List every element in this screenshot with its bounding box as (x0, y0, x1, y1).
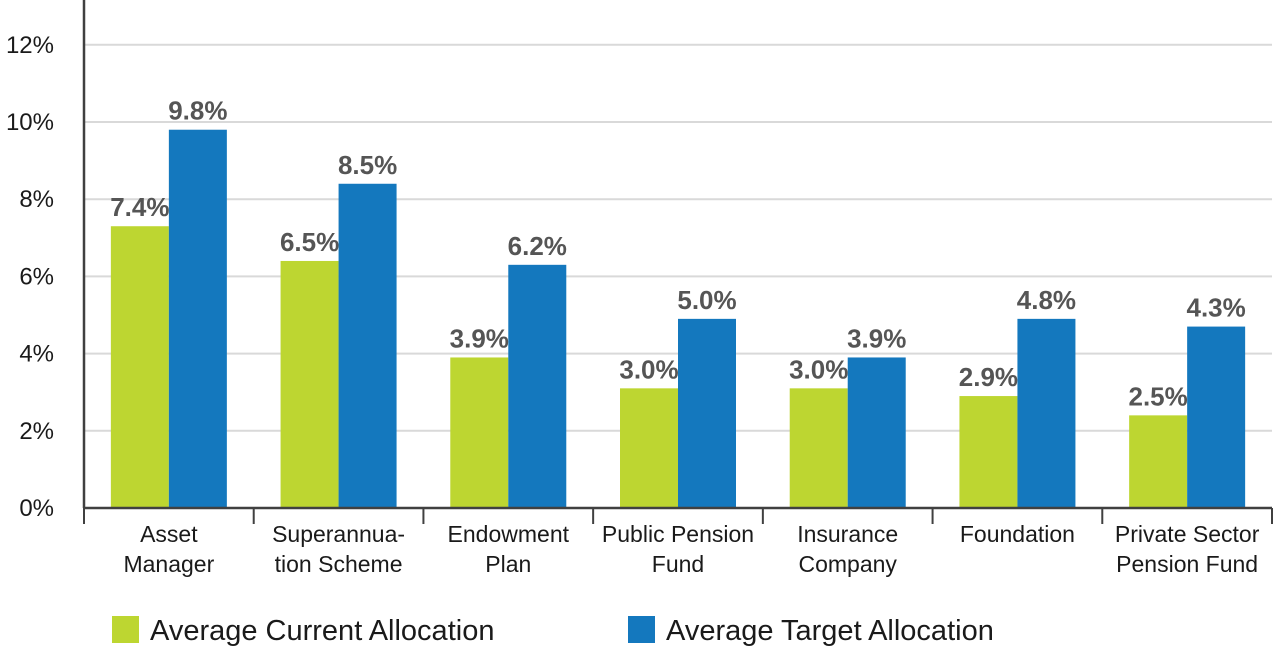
data-label: 3.0% (789, 354, 848, 384)
y-tick-label: 0% (19, 495, 54, 522)
data-label: 3.9% (847, 323, 906, 353)
x-category-label: Asset (140, 521, 198, 547)
x-category-label: Superannua- (272, 521, 405, 547)
y-tick-label: 6% (19, 263, 54, 290)
data-label: 2.5% (1129, 381, 1188, 411)
data-label: 2.9% (959, 362, 1018, 392)
data-label: 7.4% (110, 192, 169, 222)
bar-target-allocation (678, 318, 736, 508)
bar-current-allocation (959, 396, 1018, 508)
bar-target-allocation (1187, 326, 1246, 508)
y-tick-label: 10% (6, 109, 54, 136)
data-label: 5.0% (677, 285, 736, 315)
x-category-label: Endowment (448, 521, 570, 547)
data-label: 6.2% (508, 231, 567, 261)
legend-swatch (112, 616, 139, 643)
bar-target-allocation (168, 129, 227, 508)
bar-current-allocation (620, 388, 678, 508)
x-category-label: tion Scheme (275, 551, 403, 577)
bar-current-allocation (789, 388, 848, 508)
y-axis: 0% 2% 4% 6% 8% 10% 12% (6, 0, 86, 522)
x-axis: Asset Manager Superannua-tion Scheme Endowm… (83, 506, 1273, 577)
x-category-label: Plan (485, 551, 531, 577)
legend-label: Average Current Allocation (150, 615, 494, 647)
data-label: 3.9% (450, 323, 509, 353)
bar-target-allocation (847, 357, 906, 508)
x-category-label: Manager (123, 551, 214, 577)
bar-target-allocation (1017, 318, 1076, 508)
data-labels: 7.4%9.8%6.5%8.5%3.9%6.2%3.0%5.0%3.0%3.9%… (110, 96, 1246, 412)
data-label: 6.5% (280, 227, 339, 257)
x-category-label: Foundation (960, 521, 1075, 547)
y-tick-label: 12% (6, 32, 54, 59)
x-category-label: Insurance (797, 521, 898, 547)
data-label: 9.8% (168, 96, 227, 126)
y-tick-label: 8% (19, 186, 54, 213)
y-tick-label: 4% (19, 341, 54, 368)
data-label: 8.5% (338, 150, 397, 180)
bar-current-allocation (110, 226, 169, 508)
bar-current-allocation (280, 260, 339, 508)
x-category-label: Private Sector (1115, 521, 1260, 547)
bar-current-allocation (1129, 415, 1188, 508)
x-category-label: Company (798, 551, 897, 577)
data-label: 4.3% (1187, 293, 1246, 323)
bar-target-allocation (508, 264, 567, 508)
x-category-label: Pension Fund (1116, 551, 1258, 577)
bar-current-allocation (450, 357, 509, 508)
legend: Average Current Allocation Average Target… (112, 615, 994, 647)
y-tick-label: 2% (19, 418, 54, 445)
legend-swatch (628, 616, 655, 643)
bars (110, 129, 1246, 508)
bar-target-allocation (338, 183, 397, 508)
data-label: 4.8% (1017, 285, 1076, 315)
x-category-label: Public Pension (602, 521, 754, 547)
legend-label: Average Target Allocation (666, 615, 994, 647)
x-category-label: Fund (652, 551, 704, 577)
data-label: 3.0% (619, 354, 678, 384)
